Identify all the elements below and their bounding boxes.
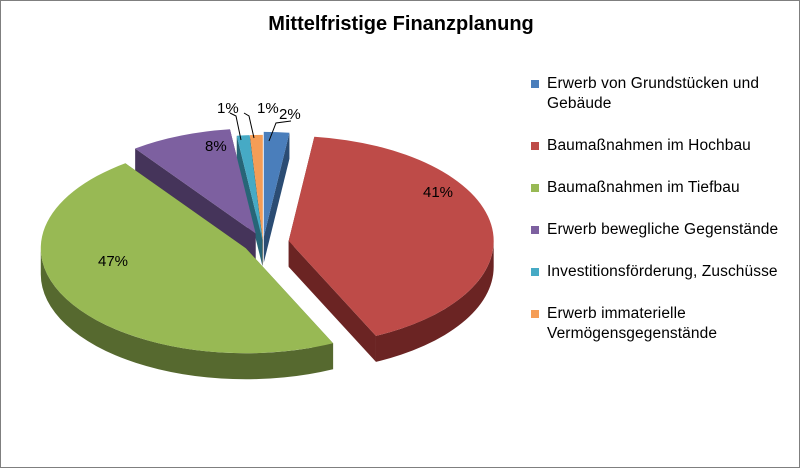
leader-line-grundstuecke bbox=[268, 120, 292, 142]
chart-title: Mittelfristige Finanzplanung bbox=[268, 13, 534, 35]
legend-swatch bbox=[531, 80, 539, 88]
legend-item-immaterielle: Erwerb immaterielle Vermögensgegenstände bbox=[531, 304, 796, 344]
pie-slice-hochbau bbox=[288, 136, 494, 336]
legend-swatch bbox=[531, 310, 539, 318]
data-label-hochbau: 41% bbox=[423, 184, 453, 201]
legend-label: Erwerb immaterielle Vermögensgegenstände bbox=[547, 305, 718, 342]
data-label-grundstuecke: 2% bbox=[279, 106, 301, 123]
legend-label: Erwerb bewegliche Gegenstände bbox=[547, 221, 779, 238]
legend-label: Baumaßnahmen im Tiefbau bbox=[547, 179, 740, 196]
pie-slice-tiefbau-edge bbox=[40, 248, 334, 380]
legend-item-investition: Investitionsförderung, Zuschüsse bbox=[531, 262, 796, 282]
pie-slice-immaterielle bbox=[249, 134, 263, 240]
legend-label: Baumaßnahmen im Hochbau bbox=[547, 137, 751, 154]
data-label-bewegliche: 8% bbox=[205, 138, 227, 155]
pie-slice-grundstuecke bbox=[263, 131, 290, 237]
pie-slice-hochbau-edge bbox=[375, 240, 494, 362]
pie-slice-grundstuecke-wall-1 bbox=[263, 132, 290, 263]
leader-line-immaterielle bbox=[243, 112, 255, 139]
legend-item-tiefbau: Baumaßnahmen im Tiefbau bbox=[531, 178, 796, 198]
legend-swatch bbox=[531, 184, 539, 192]
leader-line-investition bbox=[229, 112, 242, 141]
legend-item-hochbau: Baumaßnahmen im Hochbau bbox=[531, 136, 796, 156]
legend-swatch bbox=[531, 226, 539, 234]
data-label-tiefbau: 47% bbox=[98, 253, 128, 270]
legend-item-bewegliche: Erwerb bewegliche Gegenstände bbox=[531, 220, 796, 240]
legend: Erwerb von Grundstücken und Gebäude Bauma… bbox=[531, 74, 796, 366]
data-label-investition: 1% bbox=[217, 100, 239, 117]
legend-label: Erwerb von Grundstücken und Gebäude bbox=[547, 75, 760, 112]
pie-slice-bewegliche-wall-0 bbox=[135, 148, 256, 260]
pie-slice-tiefbau bbox=[40, 163, 334, 354]
data-label-immaterielle: 1% bbox=[257, 100, 279, 117]
legend-swatch bbox=[531, 142, 539, 150]
pie-slice-investition bbox=[236, 135, 263, 240]
legend-swatch bbox=[531, 268, 539, 276]
legend-label: Investitionsförderung, Zuschüsse bbox=[547, 263, 778, 280]
legend-item-grundstuecke: Erwerb von Grundstücken und Gebäude bbox=[531, 74, 796, 114]
pie-slice-investition-wall-0 bbox=[236, 135, 263, 266]
pie-slice-bewegliche bbox=[135, 129, 256, 234]
pie-slice-hochbau-wall-1 bbox=[288, 240, 376, 362]
